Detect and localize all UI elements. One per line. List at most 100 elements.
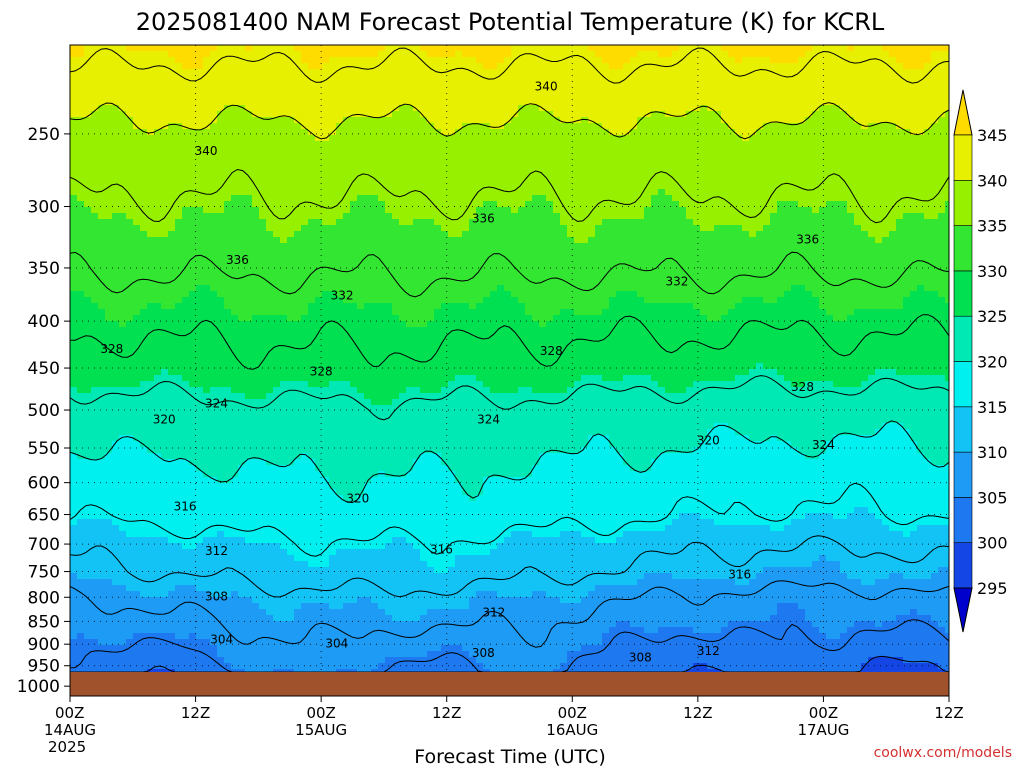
- fill-cell: [168, 573, 176, 580]
- fill-cell: [259, 219, 267, 226]
- fill-cell: [203, 243, 211, 250]
- fill-cell: [98, 123, 106, 130]
- fill-cell: [105, 171, 113, 178]
- fill-cell: [371, 327, 379, 334]
- fill-cell: [70, 465, 78, 472]
- fill-cell: [161, 399, 169, 406]
- fill-cell: [161, 267, 169, 274]
- fill-cell: [238, 249, 246, 256]
- fill-cell: [217, 657, 225, 664]
- fill-cell: [336, 609, 344, 616]
- fill-cell: [147, 267, 155, 274]
- fill-cell: [231, 579, 239, 586]
- fill-cell: [350, 117, 358, 124]
- fill-cell: [385, 333, 393, 340]
- fill-cell: [203, 249, 211, 256]
- fill-cell: [252, 237, 260, 244]
- fill-cell: [273, 411, 281, 418]
- fill-cell: [168, 591, 176, 598]
- fill-cell: [322, 519, 330, 526]
- fill-cell: [91, 165, 99, 172]
- fill-cell: [217, 291, 225, 298]
- fill-cell: [217, 165, 225, 172]
- fill-cell: [238, 333, 246, 340]
- fill-cell: [238, 543, 246, 550]
- fill-cell: [273, 135, 281, 142]
- fill-cell: [70, 135, 78, 142]
- fill-cell: [105, 537, 113, 544]
- fill-cell: [364, 183, 372, 190]
- fill-cell: [287, 477, 295, 484]
- fill-cell: [168, 609, 176, 616]
- fill-cell: [336, 363, 344, 370]
- fill-cell: [301, 309, 309, 316]
- fill-cell: [343, 111, 351, 118]
- fill-cell: [329, 375, 337, 382]
- fill-cell: [161, 345, 169, 352]
- fill-cell: [91, 363, 99, 370]
- fill-cell: [189, 423, 197, 430]
- fill-cell: [147, 633, 155, 640]
- fill-cell: [259, 657, 267, 664]
- fill-cell: [210, 507, 218, 514]
- fill-cell: [231, 369, 239, 376]
- fill-cell: [91, 213, 99, 220]
- fill-cell: [343, 117, 351, 124]
- fill-cell: [217, 243, 225, 250]
- fill-cell: [70, 651, 78, 658]
- fill-cell: [133, 129, 141, 136]
- fill-cell: [301, 387, 309, 394]
- fill-cell: [308, 375, 316, 382]
- fill-cell: [105, 423, 113, 430]
- fill-cell: [350, 153, 358, 160]
- fill-cell: [280, 429, 288, 436]
- fill-cell: [224, 141, 232, 148]
- fill-cell: [315, 201, 323, 208]
- fill-cell: [98, 441, 106, 448]
- fill-cell: [294, 651, 302, 658]
- fill-cell: [336, 603, 344, 610]
- fill-cell: [301, 285, 309, 292]
- fill-cell: [287, 603, 295, 610]
- fill-cell: [70, 351, 78, 358]
- fill-cell: [350, 645, 358, 652]
- fill-cell: [112, 465, 120, 472]
- fill-cell: [182, 219, 190, 226]
- fill-cell: [70, 171, 78, 178]
- fill-cell: [231, 147, 239, 154]
- fill-cell: [385, 177, 393, 184]
- fill-cell: [357, 213, 365, 220]
- fill-cell: [91, 459, 99, 466]
- fill-cell: [196, 153, 204, 160]
- fill-cell: [70, 411, 78, 418]
- fill-cell: [217, 339, 225, 346]
- fill-cell: [224, 387, 232, 394]
- fill-cell: [378, 231, 386, 238]
- fill-cell: [378, 195, 386, 202]
- fill-cell: [147, 159, 155, 166]
- fill-cell: [238, 561, 246, 568]
- fill-cell: [217, 177, 225, 184]
- fill-cell: [98, 573, 106, 580]
- fill-cell: [273, 543, 281, 550]
- fill-cell: [273, 645, 281, 652]
- fill-cell: [329, 219, 337, 226]
- fill-cell: [266, 231, 274, 238]
- fill-cell: [273, 399, 281, 406]
- fill-cell: [245, 243, 253, 250]
- fill-cell: [196, 333, 204, 340]
- fill-cell: [287, 141, 295, 148]
- fill-cell: [154, 615, 162, 622]
- fill-cell: [378, 183, 386, 190]
- fill-cell: [168, 615, 176, 622]
- fill-cell: [84, 123, 92, 130]
- fill-cell: [77, 525, 85, 532]
- fill-cell: [287, 531, 295, 538]
- fill-cell: [280, 321, 288, 328]
- fill-cell: [182, 225, 190, 232]
- fill-cell: [126, 69, 134, 76]
- fill-cell: [91, 453, 99, 460]
- fill-cell: [189, 75, 197, 82]
- fill-cell: [175, 345, 183, 352]
- fill-cell: [126, 309, 134, 316]
